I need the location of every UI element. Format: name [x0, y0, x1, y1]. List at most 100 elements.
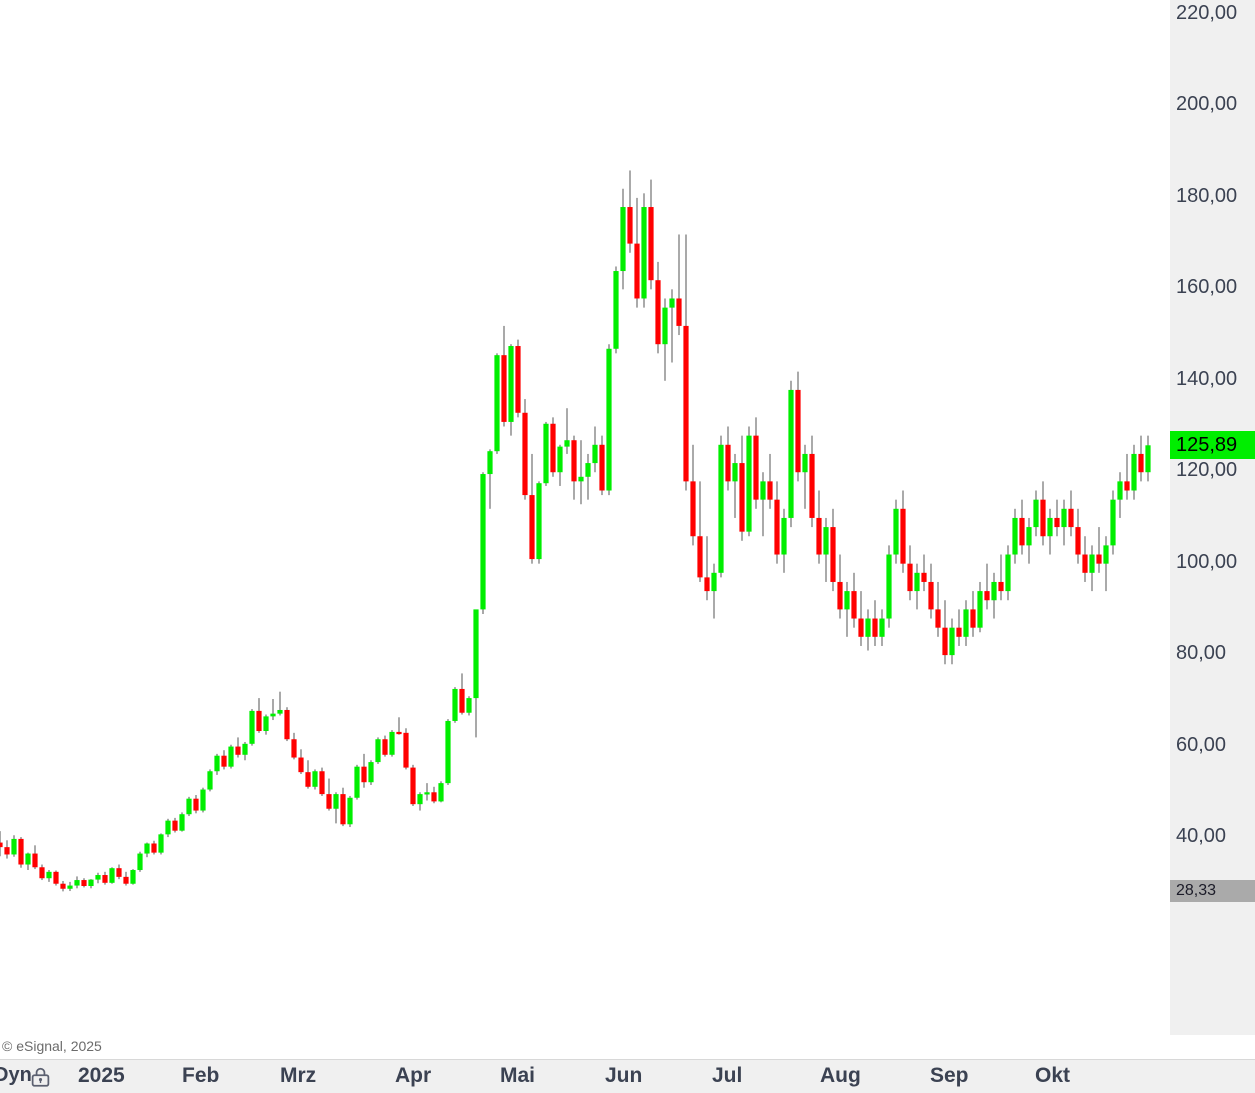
candle-body [158, 834, 164, 853]
candle-body [326, 794, 332, 809]
candle-body [487, 451, 493, 475]
candle-body [949, 627, 955, 656]
candle-body [284, 709, 290, 740]
candle-body [711, 572, 717, 592]
candle-body [0, 842, 3, 848]
candle-body [18, 838, 24, 865]
candle-body [312, 771, 318, 787]
candle-body [802, 453, 808, 473]
candle-body [389, 731, 395, 755]
candle-body [193, 798, 199, 811]
candle-body [25, 853, 31, 865]
candle-body [893, 508, 899, 555]
candle-body [683, 325, 689, 482]
price-tick: 200,00 [1176, 93, 1238, 116]
candle-body [935, 609, 941, 628]
candle-body [459, 688, 465, 713]
candle-body [1026, 527, 1032, 546]
candle-body [634, 243, 640, 299]
lock-icon[interactable] [30, 1066, 51, 1088]
price-tick: 180,00 [1176, 184, 1238, 207]
candle-body [445, 720, 451, 784]
candle-body [760, 481, 766, 500]
candle-body [690, 481, 696, 537]
candle-body [613, 271, 619, 349]
current-price-tag: 125,89 [1170, 431, 1255, 460]
price-tick: 140,00 [1176, 367, 1238, 390]
candle-body [1047, 517, 1053, 537]
candle-body [263, 716, 269, 732]
candle-body [431, 792, 437, 802]
candle-body [480, 474, 486, 610]
candle-body [592, 444, 598, 464]
candle-body [886, 554, 892, 619]
candle-body [865, 618, 871, 637]
candle-body [746, 435, 752, 532]
price-axis[interactable]: 220,00 200,00 180,00 160,00 140,00 120,00 100,… [1170, 0, 1255, 1035]
candle-body [144, 843, 150, 854]
axis-divider [0, 1059, 1255, 1060]
candle-body [1075, 527, 1081, 555]
month-label: Aug [820, 1064, 861, 1087]
candle-body [53, 871, 59, 884]
candle-body [1096, 554, 1102, 564]
candle-body [928, 581, 934, 610]
candle-body [515, 346, 521, 413]
candle-body [137, 853, 143, 871]
price-chart-plot[interactable] [0, 0, 1170, 1035]
candle-body [123, 876, 129, 884]
candle-body [410, 767, 416, 805]
candle-body [291, 739, 297, 758]
candle-body [823, 527, 829, 555]
candle-body [774, 499, 780, 555]
low-price-tag: 28,33 [1170, 880, 1255, 903]
candle-body [620, 207, 626, 272]
candle-body [382, 739, 388, 755]
price-tick: 100,00 [1176, 550, 1238, 573]
month-label: Jul [712, 1064, 743, 1087]
candle-body [606, 348, 612, 491]
candle-body [844, 591, 850, 610]
price-tick: 80,00 [1176, 642, 1227, 665]
candle-body [452, 688, 458, 721]
candle-body [11, 838, 17, 855]
candle-body [221, 755, 227, 767]
candle-body [319, 771, 325, 795]
candle-body [564, 440, 570, 447]
candle-body [424, 792, 430, 795]
candle-body [662, 307, 668, 345]
candle-body [375, 739, 381, 763]
candle-body [879, 618, 885, 637]
candle-body [529, 495, 535, 560]
candle-body [942, 627, 948, 656]
candle-body [837, 581, 843, 610]
candle-body [1005, 554, 1011, 592]
candle-body [508, 346, 514, 422]
dyn-label: Dyn [0, 1064, 32, 1086]
candle-body [1117, 481, 1123, 500]
candle-body [900, 508, 906, 564]
time-axis[interactable]: Dyn 2025 Feb Mrz Apr Mai Jun Jul Aug Sep Okt [0, 1060, 1255, 1093]
candle-body [648, 207, 654, 281]
candle-body [991, 581, 997, 601]
candle-body [851, 591, 857, 619]
candle-body [977, 591, 983, 628]
candle-body [907, 563, 913, 592]
month-label: Jun [605, 1064, 643, 1087]
candle-body [277, 709, 283, 714]
candle-body [921, 572, 927, 582]
candle-body [396, 731, 402, 735]
month-label: Okt [1035, 1064, 1071, 1087]
candle-body [739, 463, 745, 532]
candle-body [81, 880, 87, 886]
candle-body [438, 783, 444, 802]
candle-body [473, 609, 479, 699]
candle-body [1138, 453, 1144, 473]
candle-body [984, 591, 990, 601]
candle-body [1103, 545, 1109, 564]
candle-body [872, 618, 878, 637]
candle-body [60, 883, 66, 889]
candle-body [718, 444, 724, 573]
candle-body [655, 280, 661, 345]
candle-body [1110, 499, 1116, 546]
